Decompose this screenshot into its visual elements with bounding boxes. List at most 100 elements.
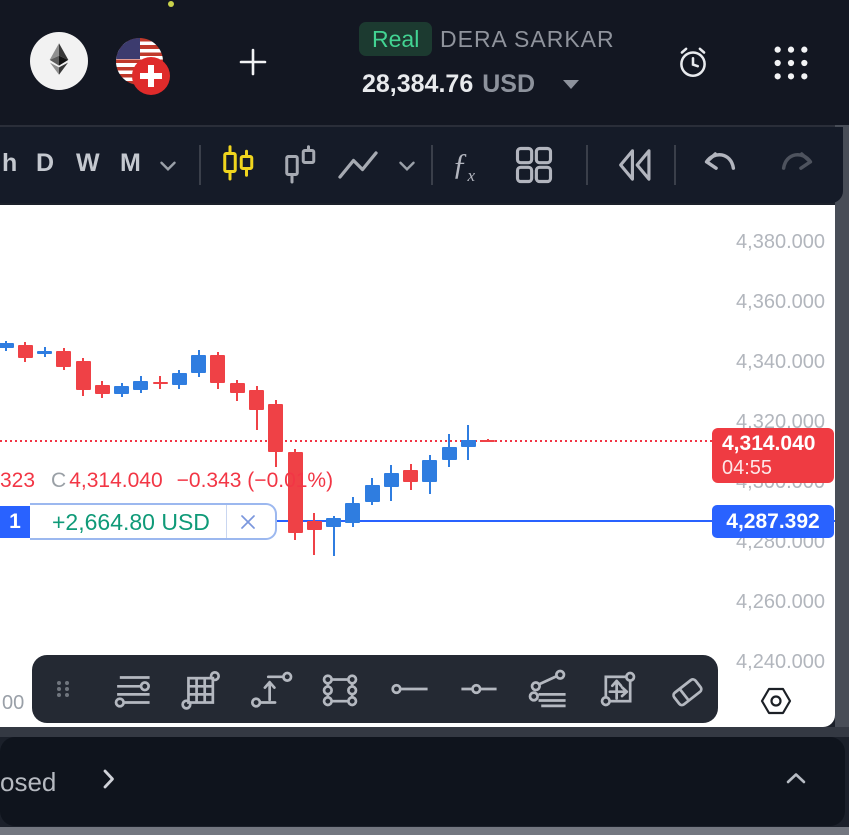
account-name: DERA SARKAR	[440, 26, 615, 52]
notification-dot	[168, 1, 174, 7]
candle-body	[152, 381, 168, 385]
parallel-lines-icon[interactable]	[109, 666, 155, 712]
eraser-icon[interactable]	[664, 666, 710, 712]
toolbar-separator	[431, 145, 433, 185]
balance-currency: USD	[482, 70, 536, 98]
candle-body	[364, 485, 380, 502]
swiss-cross	[140, 73, 162, 79]
candle-body	[75, 360, 91, 390]
apps-grid-icon	[770, 46, 812, 87]
chevron-right-icon[interactable]	[100, 767, 118, 791]
candle-body	[306, 521, 322, 531]
chevron-down-icon[interactable]	[395, 154, 419, 183]
alarm-icon	[674, 47, 712, 85]
price-axis-label: 4,380.000	[736, 231, 825, 253]
fib-channel-icon[interactable]	[525, 666, 571, 712]
rewind-icon[interactable]	[612, 143, 656, 192]
position-pnl-box[interactable]: +2,664.80 USD	[30, 503, 277, 540]
timeframe-month[interactable]: M	[120, 149, 141, 177]
price-axis-label: 4,340.000	[736, 351, 825, 373]
candle-countdown: 04:55	[722, 456, 773, 479]
candle-body	[56, 351, 72, 367]
candle-body	[191, 354, 207, 373]
candle-body	[383, 473, 399, 487]
candle-body	[403, 470, 419, 483]
candle-body	[94, 384, 110, 394]
candle-body	[345, 503, 361, 523]
ethereum-icon	[41, 41, 77, 82]
timeframe-hour[interactable]: h	[2, 149, 18, 177]
fib-grid-icon[interactable]	[179, 666, 225, 712]
account-balance[interactable]: 28,384.76 USD	[362, 70, 535, 99]
chart-settings-button[interactable]	[758, 685, 794, 717]
balance-value: 28,384.76	[362, 70, 474, 98]
ohlc-close-prefix: C	[51, 469, 67, 492]
candle-body	[114, 386, 130, 394]
candle-body	[268, 404, 284, 453]
hollow-candle-style-icon[interactable]	[280, 143, 322, 190]
toolbar-separator	[674, 145, 676, 185]
candle-body	[480, 439, 496, 443]
candle-body	[249, 390, 264, 411]
timeframe-week[interactable]: W	[76, 149, 100, 177]
home-indicator-strip	[0, 827, 849, 835]
chevron-down-icon[interactable]	[156, 154, 180, 183]
symbol-button[interactable]	[30, 32, 88, 90]
drag-handle-icon[interactable]	[40, 666, 86, 712]
swiss-flag-icon	[132, 57, 170, 95]
closed-positions-label: osed	[0, 767, 57, 797]
price-axis-label: 4,260.000	[736, 591, 825, 613]
horizontal-line-icon[interactable]	[387, 666, 433, 712]
chevron-down-icon[interactable]	[563, 80, 579, 89]
currency-pair-button[interactable]	[116, 38, 174, 96]
account-type-badge: Real	[359, 22, 433, 56]
candle-body	[326, 518, 342, 528]
position-price-line[interactable]	[0, 519, 835, 522]
us-flag-canton	[116, 38, 140, 59]
close-position-button[interactable]	[238, 512, 258, 532]
candle-wick	[332, 516, 335, 556]
horizontal-ray-icon[interactable]	[456, 666, 502, 712]
time-axis-label: 00	[2, 692, 25, 714]
timeframe-day[interactable]: D	[36, 149, 55, 177]
candle-body	[0, 342, 14, 348]
price-axis-label: 4,320.000	[736, 411, 825, 433]
price-axis-label: 4,240.000	[736, 651, 825, 673]
current-price-line	[0, 439, 712, 442]
plus-icon	[234, 48, 272, 85]
alerts-button[interactable]	[674, 43, 712, 81]
hexagon-settings-icon	[758, 687, 794, 721]
position-count[interactable]: 1	[0, 506, 30, 538]
line-style-icon[interactable]	[335, 147, 381, 188]
add-symbol-button[interactable]	[234, 43, 272, 81]
drawing-toolbar	[32, 655, 718, 723]
redo-icon[interactable]	[775, 143, 819, 192]
candle-wick	[313, 513, 316, 555]
rectangle-tool-icon[interactable]	[317, 666, 363, 712]
chart-toolbar: h D W M ƒx	[0, 127, 843, 203]
ohlc-readout: 323 C 4,314.040 −0.343 (−0.01%)	[0, 469, 333, 493]
candle-body	[229, 383, 245, 393]
candlestick-style-icon[interactable]	[218, 143, 260, 190]
layouts-icon[interactable]	[512, 143, 556, 192]
toolbar-separator	[199, 145, 201, 185]
candle-body	[133, 381, 149, 390]
current-price-value: 4,314.040	[722, 431, 816, 455]
current-price-badge: 4,314.040 04:55	[712, 427, 834, 483]
candle-body	[210, 354, 226, 384]
chevron-up-icon[interactable]	[784, 769, 808, 787]
apps-menu-button[interactable]	[770, 43, 812, 83]
page-background-strip	[835, 125, 849, 727]
toolbar-separator	[586, 145, 588, 185]
candle-body	[171, 372, 187, 385]
positions-panel[interactable]: osed	[0, 737, 845, 826]
chart-area[interactable]: 323 C 4,314.040 −0.343 (−0.01%) 4,380.000 4,…	[0, 205, 835, 727]
undo-icon[interactable]	[698, 143, 742, 192]
trend-arrow-icon[interactable]	[248, 666, 294, 712]
ohlc-change: −0.343 (−0.01%)	[176, 469, 334, 492]
panel-gap	[0, 727, 849, 737]
divider	[226, 505, 227, 538]
projection-icon[interactable]	[595, 666, 641, 712]
indicators-fx-icon[interactable]: ƒx	[452, 146, 476, 186]
